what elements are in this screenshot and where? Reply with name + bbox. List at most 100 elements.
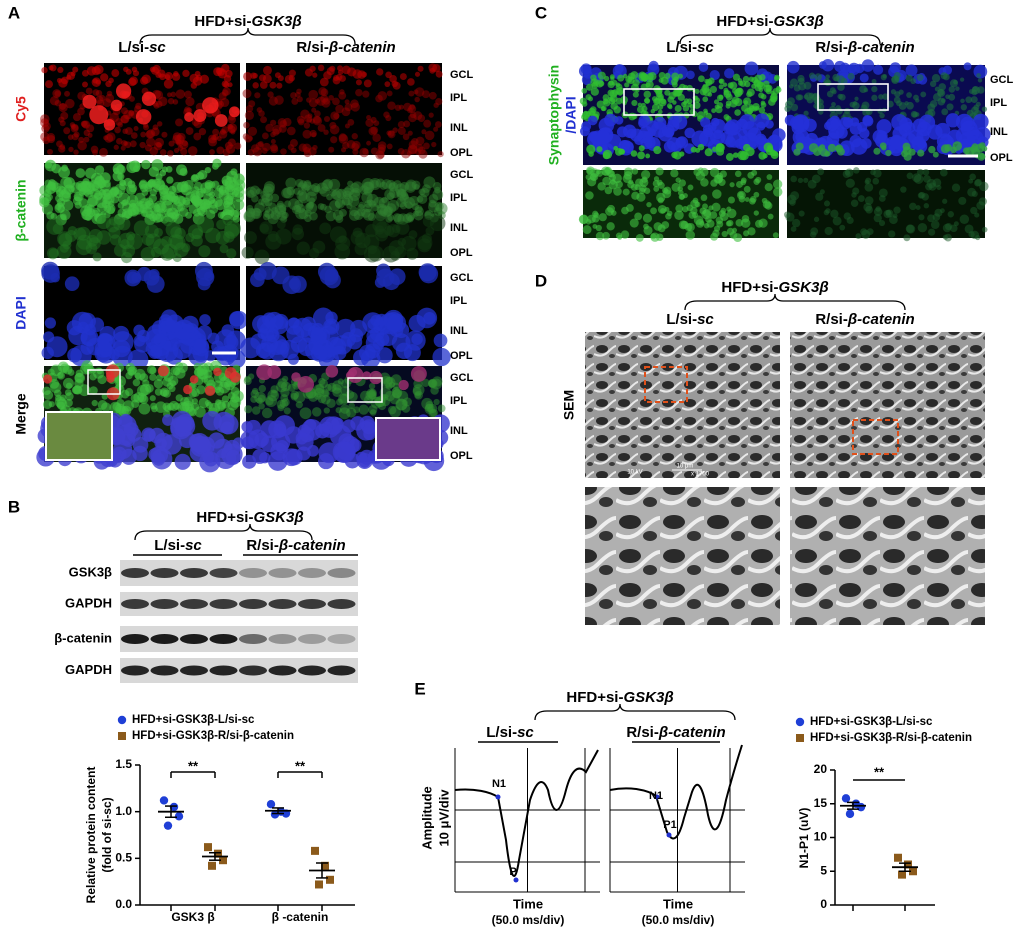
cell	[352, 148, 359, 156]
zoom-box	[347, 377, 383, 403]
cell	[597, 71, 606, 80]
cell	[191, 174, 198, 181]
cell	[608, 96, 613, 102]
legend-marker	[795, 717, 805, 727]
layer-label: OPL	[450, 247, 473, 259]
cell	[665, 213, 672, 220]
cell	[797, 94, 804, 101]
cell	[105, 80, 112, 88]
cell	[758, 92, 765, 99]
cell	[183, 384, 193, 395]
cell	[224, 220, 241, 237]
cell	[72, 66, 79, 73]
cell	[676, 86, 683, 94]
cell	[298, 191, 310, 204]
y-tick-label: 20	[814, 762, 828, 776]
cell	[635, 233, 644, 242]
label-part: R/si-	[296, 39, 329, 56]
cell	[873, 214, 882, 223]
cell	[255, 342, 272, 359]
cell	[596, 146, 603, 153]
cell	[899, 117, 913, 131]
cell	[375, 150, 385, 160]
cell	[797, 77, 805, 85]
cell	[860, 228, 868, 236]
cell	[615, 148, 623, 156]
cell	[754, 113, 770, 129]
cell	[590, 87, 599, 96]
cell	[713, 99, 720, 105]
cell	[244, 375, 251, 383]
layer-label: IPL	[450, 192, 467, 204]
cell	[967, 187, 977, 197]
cell	[329, 337, 347, 355]
cell	[270, 145, 279, 154]
cell	[762, 153, 768, 159]
cell	[182, 69, 190, 78]
cell	[244, 405, 253, 414]
cell	[579, 97, 587, 105]
band	[121, 568, 149, 578]
cell	[864, 179, 870, 185]
cell	[64, 90, 70, 97]
cell	[787, 194, 797, 205]
blot-label: GAPDH	[65, 595, 112, 610]
cell	[915, 205, 921, 210]
cell	[803, 110, 809, 116]
cell	[873, 64, 884, 75]
cell	[270, 390, 278, 398]
cell	[839, 62, 851, 73]
cell	[75, 238, 92, 256]
cell	[344, 99, 350, 105]
cell	[347, 118, 355, 126]
cell	[964, 224, 974, 234]
cell	[432, 63, 441, 73]
cell	[296, 88, 302, 95]
cell	[630, 128, 644, 142]
cell	[271, 266, 290, 285]
cell	[154, 137, 164, 148]
cell	[148, 194, 158, 203]
cell	[370, 126, 379, 135]
cell	[940, 72, 948, 80]
cell	[319, 77, 329, 87]
cell	[410, 138, 419, 146]
cell	[161, 200, 174, 213]
data-point	[909, 867, 917, 876]
cell	[254, 249, 270, 265]
cell	[317, 203, 325, 210]
layer-label: OPL	[450, 450, 473, 462]
cell	[862, 114, 873, 126]
cell	[305, 341, 324, 361]
band	[180, 599, 208, 609]
band	[239, 634, 267, 644]
cell	[152, 124, 159, 131]
cell	[741, 214, 750, 223]
cell	[191, 228, 203, 240]
cell	[687, 102, 692, 108]
cell	[792, 128, 810, 146]
cell	[423, 142, 430, 150]
micrograph	[585, 487, 780, 625]
cell	[878, 219, 886, 227]
cell	[141, 427, 156, 442]
cell	[202, 411, 222, 431]
cell	[863, 87, 869, 93]
cell	[581, 87, 588, 94]
band	[150, 568, 179, 578]
cell	[936, 184, 942, 190]
column-label: L/si-sc	[154, 537, 202, 554]
cell	[269, 81, 277, 89]
cell	[163, 191, 172, 200]
cell	[48, 401, 55, 408]
cell	[949, 79, 958, 88]
cell	[108, 226, 121, 239]
data-point	[904, 860, 912, 869]
column-label: R/si-β-catenin	[246, 537, 345, 554]
cell	[677, 73, 684, 79]
cell	[938, 83, 947, 91]
cell	[188, 204, 199, 214]
cell	[295, 401, 303, 409]
cell	[60, 213, 67, 221]
cell	[129, 76, 138, 86]
